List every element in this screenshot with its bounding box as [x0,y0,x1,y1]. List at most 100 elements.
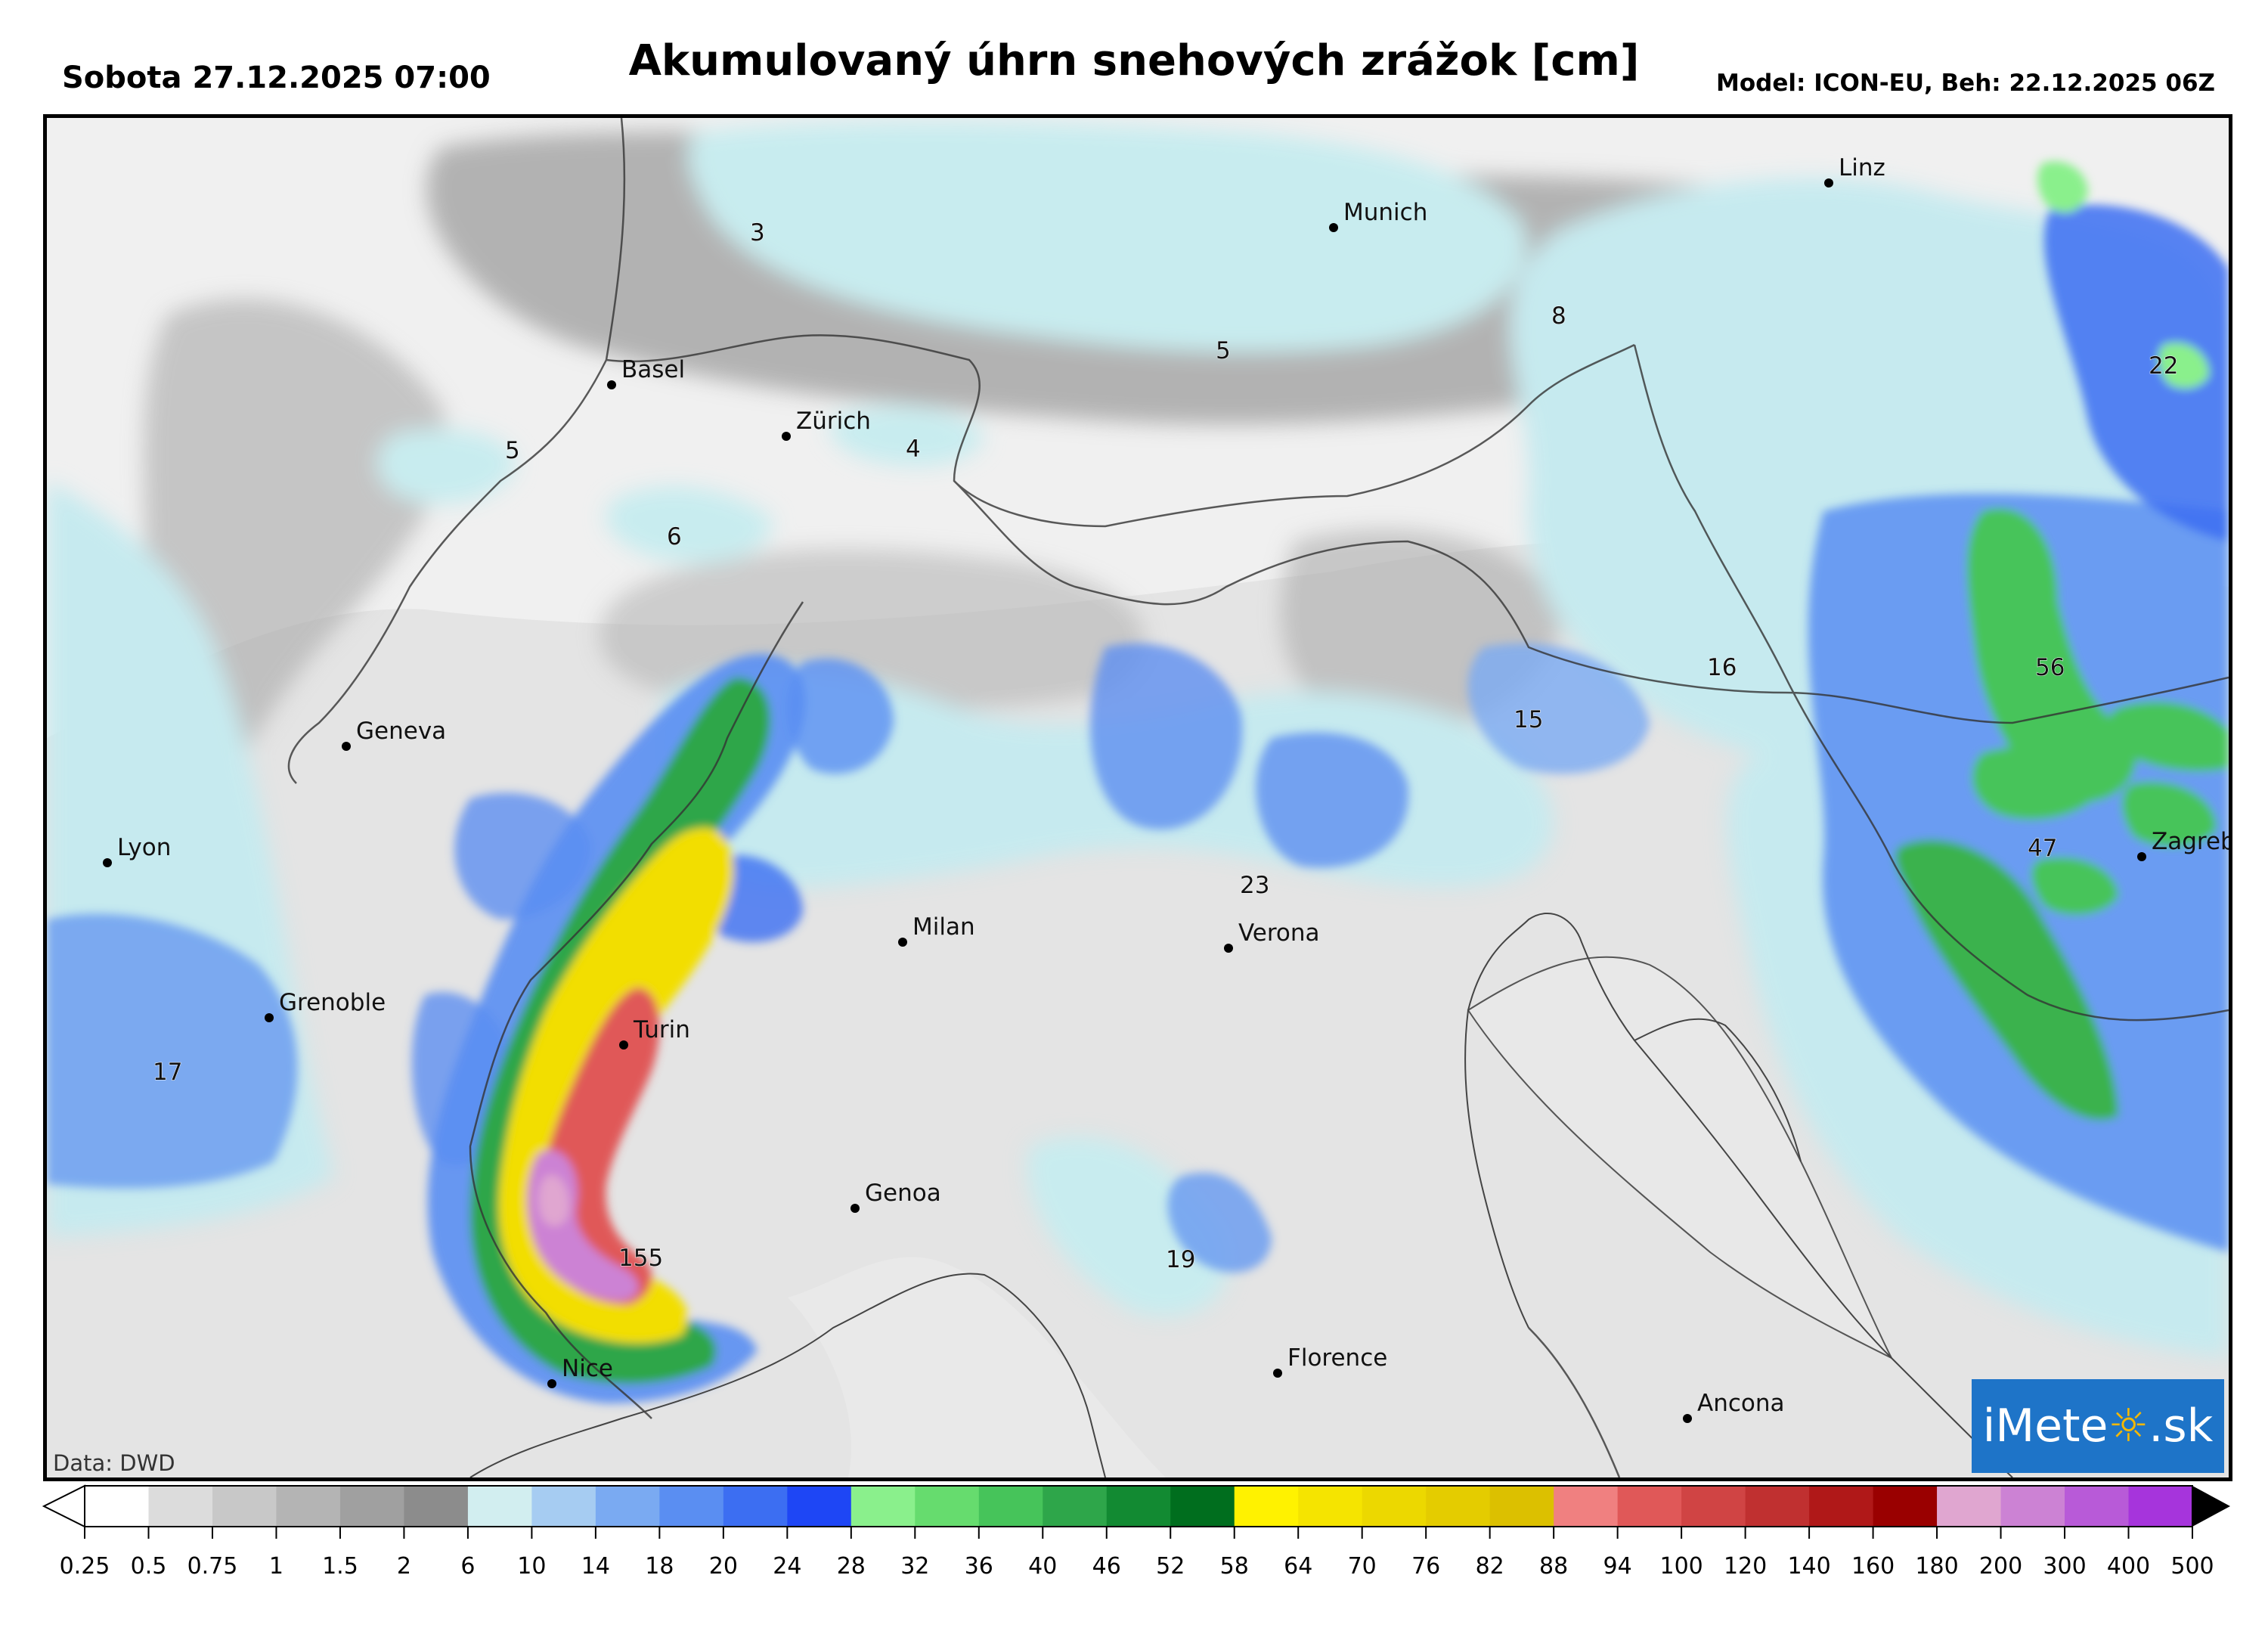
adriatic-sea [1467,956,1894,1360]
legend-tick-label: 88 [1539,1553,1568,1580]
svg-text:Milan: Milan [912,913,975,941]
city-lyon[interactable]: Lyon [103,834,171,867]
legend-tick-label: 300 [2043,1553,2086,1580]
legend-tick-label: 70 [1348,1553,1377,1580]
accum-label: 3 [750,219,765,246]
legend-swatch [276,1486,341,1527]
city-milan[interactable]: Milan [898,913,975,947]
legend-swatch [1873,1486,1938,1527]
city-verona[interactable]: Verona [1224,919,1320,953]
legend-swatch [595,1486,660,1527]
data-credit: Data: DWD [53,1450,175,1476]
city-turin[interactable]: Turin [619,1016,690,1050]
city-florence[interactable]: Florence [1273,1344,1387,1378]
legend-tick-label: 94 [1603,1553,1632,1580]
accum-label: 5 [505,437,520,464]
legend-swatch [2065,1486,2130,1527]
city-markers: Linz Munich Basel Zürich Geneva Lyon Gre… [103,154,2229,1423]
svg-text:Turin: Turin [633,1016,690,1043]
svg-text:Verona: Verona [1238,919,1320,947]
accum-label: 5 [1216,337,1231,364]
svg-text:Ancona: Ancona [1697,1390,1785,1417]
legend-tick-label: 14 [581,1553,610,1580]
legend-swatch [1170,1486,1235,1527]
legend-tick-label: 180 [1915,1553,1958,1580]
svg-text:Basel: Basel [621,356,685,383]
legend-tick-label: 0.25 [60,1553,110,1580]
legend-swatch [1745,1486,1810,1527]
legend-tick-label: 6 [460,1553,475,1580]
accum-label: 22 [2149,352,2178,380]
legend-tick-label: 20 [709,1553,738,1580]
legend-under-arrow [42,1484,85,1528]
map-title: Akumulovaný úhrn snehových zrážok [cm] [628,36,1640,85]
logo-text-pre: iMete [1982,1400,2108,1453]
model-run-info: Model: ICON-EU, Beh: 22.12.2025 06Z [1716,70,2215,97]
accum-label: 19 [1166,1246,1195,1273]
legend-tick-label: 500 [2170,1553,2214,1580]
city-grenoble[interactable]: Grenoble [265,989,386,1022]
legend-swatch [404,1486,469,1527]
city-nice[interactable]: Nice [547,1355,613,1388]
legend-tick-label: 1 [269,1553,284,1580]
legend-tick-label: 24 [773,1553,801,1580]
city-munich[interactable]: Munich [1329,199,1427,232]
legend-tick-label: 18 [645,1553,674,1580]
legend-tick-label: 10 [517,1553,546,1580]
legend-swatch [1617,1486,1682,1527]
legend-swatch [85,1486,149,1527]
city-basel[interactable]: Basel [607,356,685,389]
legend-outline [84,1485,2193,1527]
svg-text:Grenoble: Grenoble [279,989,386,1016]
legend-tick-label: 100 [1659,1553,1703,1580]
legend-swatch [723,1486,788,1527]
svg-text:Linz: Linz [1839,154,1885,181]
legend-swatch [1489,1486,1554,1527]
legend-swatch [531,1486,596,1527]
accum-label: 15 [1514,706,1543,733]
snowfall-map[interactable]: Linz Munich Basel Zürich Geneva Lyon Gre… [43,114,2232,1481]
city-genoa[interactable]: Genoa [850,1180,941,1213]
legend-tick-label: 2 [397,1553,411,1580]
legend-swatch [787,1486,852,1527]
logo-text-post: .sk [2149,1400,2214,1453]
legend-tick-label: 64 [1284,1553,1312,1580]
accum-label: 8 [1551,302,1566,330]
city-zurich[interactable]: Zürich [782,408,871,441]
legend-swatch [1681,1486,1746,1527]
legend-tick-label: 58 [1220,1553,1249,1580]
forecast-date: Sobota 27.12.2025 07:00 [62,60,491,95]
legend-tick-label: 28 [837,1553,866,1580]
accum-label: 155 [618,1245,663,1272]
sun-icon: ☼ [2108,1400,2149,1453]
legend-swatch [850,1486,916,1527]
legend-tick-label: 120 [1724,1553,1767,1580]
legend-swatch [2000,1486,2065,1527]
imeteo-logo[interactable]: iMete ☼ .sk [1972,1379,2224,1473]
legend-tick-label: 82 [1476,1553,1504,1580]
city-linz[interactable]: Linz [1824,154,1885,188]
legend-swatch [2128,1486,2193,1527]
accum-label: 4 [906,436,921,463]
accum-label: 56 [2035,654,2065,681]
map-canvas: Linz Munich Basel Zürich Geneva Lyon Gre… [47,118,2229,1477]
accum-label: 17 [153,1059,182,1086]
accum-label: 47 [2028,835,2057,862]
legend-tick-label: 160 [1851,1553,1895,1580]
legend-swatch [1362,1486,1427,1527]
city-geneva[interactable]: Geneva [342,718,446,751]
svg-text:Geneva: Geneva [356,718,446,745]
country-borders [287,118,2229,1477]
legend-swatch [1937,1486,2002,1527]
legend-tick-label: 200 [1979,1553,2022,1580]
city-zagreb[interactable]: Zagreb [2137,828,2229,861]
svg-text:Lyon: Lyon [117,834,171,861]
svg-text:Genoa: Genoa [865,1180,941,1207]
legend-swatch [915,1486,980,1527]
legend-swatch [1043,1486,1108,1527]
legend-swatch [1809,1486,1874,1527]
legend-swatch [659,1486,724,1527]
city-ancona[interactable]: Ancona [1683,1390,1785,1423]
legend-swatch [1554,1486,1619,1527]
svg-text:Zürich: Zürich [796,408,871,435]
